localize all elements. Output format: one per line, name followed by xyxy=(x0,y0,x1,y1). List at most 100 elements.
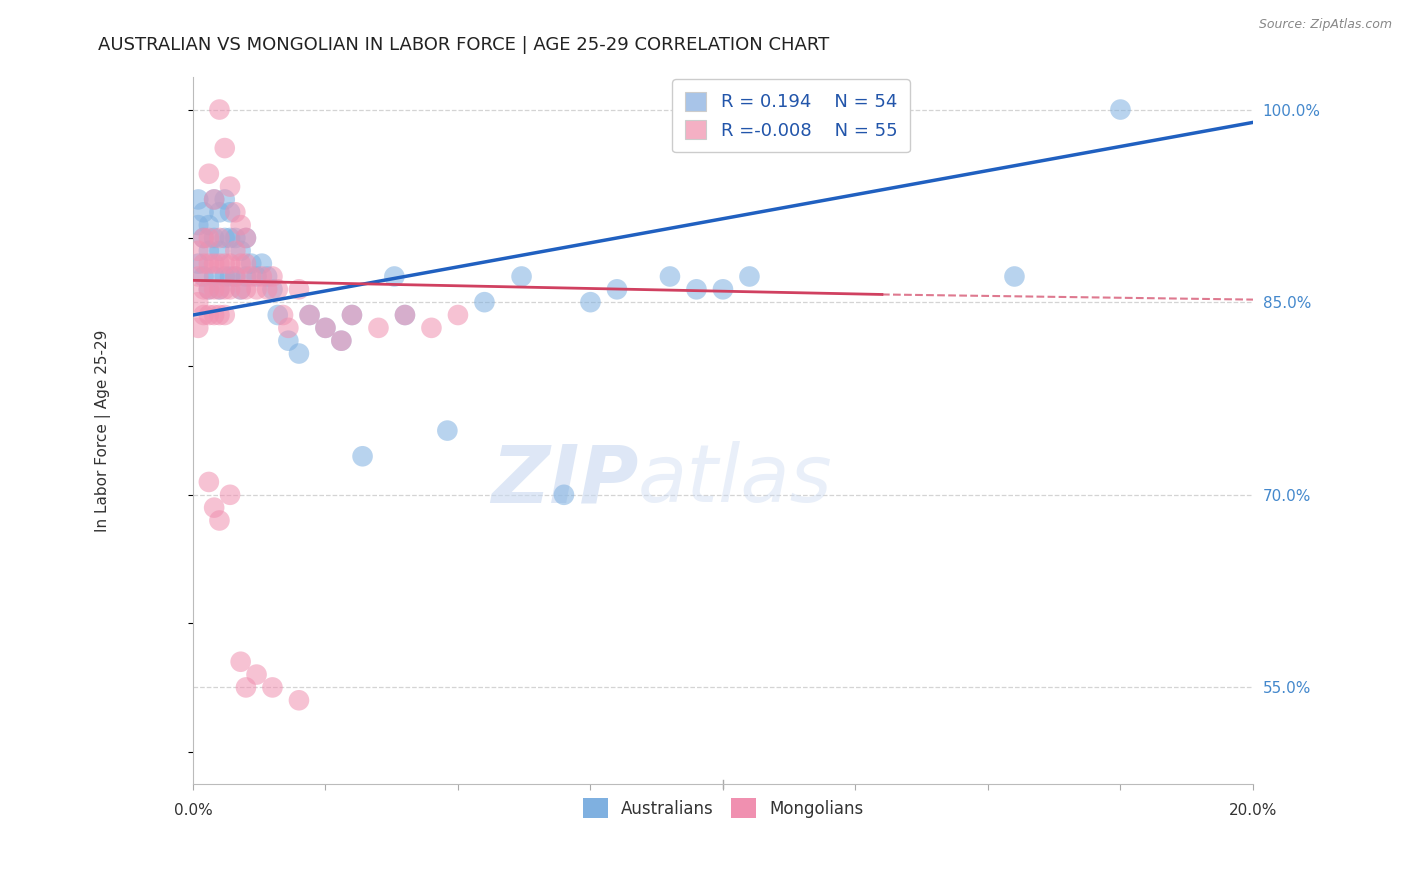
Point xyxy=(250,257,273,271)
Point xyxy=(298,308,321,322)
Point xyxy=(214,282,236,296)
Point xyxy=(330,334,353,348)
Point xyxy=(187,295,209,310)
Point xyxy=(208,257,231,271)
Text: Source: ZipAtlas.com: Source: ZipAtlas.com xyxy=(1258,18,1392,31)
Point xyxy=(198,244,221,258)
Point xyxy=(219,488,242,502)
Point xyxy=(447,308,470,322)
Point xyxy=(219,257,242,271)
Point xyxy=(202,500,225,515)
Point xyxy=(224,231,246,245)
Point xyxy=(256,282,278,296)
Point xyxy=(474,295,496,310)
Point xyxy=(510,269,533,284)
Point xyxy=(250,269,273,284)
Point xyxy=(193,205,215,219)
Point xyxy=(271,308,294,322)
Point xyxy=(436,424,458,438)
Point xyxy=(219,205,242,219)
Point xyxy=(367,321,389,335)
Point xyxy=(245,269,267,284)
Point xyxy=(340,308,363,322)
Point xyxy=(187,218,209,232)
Point xyxy=(314,321,336,335)
Point xyxy=(214,193,236,207)
Point xyxy=(198,282,221,296)
Point xyxy=(208,282,231,296)
Point xyxy=(198,282,221,296)
Point xyxy=(1109,103,1132,117)
Point xyxy=(202,308,225,322)
Point xyxy=(420,321,443,335)
Point xyxy=(659,269,682,284)
Point xyxy=(553,488,575,502)
Point xyxy=(224,205,246,219)
Point xyxy=(187,244,209,258)
Point xyxy=(235,231,257,245)
Point xyxy=(606,282,628,296)
Point xyxy=(219,282,242,296)
Point xyxy=(288,346,311,360)
Point xyxy=(579,295,602,310)
Point xyxy=(738,269,761,284)
Point xyxy=(245,282,267,296)
Point xyxy=(394,308,416,322)
Point xyxy=(202,282,225,296)
Point xyxy=(394,308,416,322)
Point xyxy=(214,308,236,322)
Point xyxy=(219,269,242,284)
Point xyxy=(240,269,263,284)
Point xyxy=(235,282,257,296)
Point xyxy=(208,205,231,219)
Point xyxy=(229,655,252,669)
Point xyxy=(235,231,257,245)
Point xyxy=(288,282,311,296)
Point xyxy=(198,218,221,232)
Point xyxy=(240,257,263,271)
Point xyxy=(193,308,215,322)
Point xyxy=(711,282,734,296)
Point xyxy=(193,231,215,245)
Point xyxy=(229,282,252,296)
Text: ZIP: ZIP xyxy=(491,441,638,519)
Point xyxy=(193,231,215,245)
Point xyxy=(245,667,267,681)
Point xyxy=(219,231,242,245)
Point xyxy=(298,308,321,322)
Point xyxy=(229,244,252,258)
Point xyxy=(229,257,252,271)
Point xyxy=(219,179,242,194)
Point xyxy=(224,269,246,284)
Point xyxy=(202,257,225,271)
Point xyxy=(267,282,290,296)
Point xyxy=(202,193,225,207)
Point xyxy=(193,269,215,284)
Point xyxy=(262,269,284,284)
Point xyxy=(256,269,278,284)
Point xyxy=(187,269,209,284)
Point xyxy=(235,257,257,271)
Text: In Labor Force | Age 25-29: In Labor Force | Age 25-29 xyxy=(94,329,111,532)
Point xyxy=(214,141,236,155)
Point xyxy=(187,257,209,271)
Point xyxy=(214,269,236,284)
Point xyxy=(198,475,221,489)
Point xyxy=(224,269,246,284)
Point xyxy=(208,513,231,527)
Legend: Australians, Mongolians: Australians, Mongolians xyxy=(576,791,870,825)
Point xyxy=(277,334,299,348)
Point xyxy=(208,103,231,117)
Point xyxy=(198,167,221,181)
Point xyxy=(198,257,221,271)
Point xyxy=(340,308,363,322)
Point xyxy=(208,308,231,322)
Point xyxy=(193,282,215,296)
Text: AUSTRALIAN VS MONGOLIAN IN LABOR FORCE | AGE 25-29 CORRELATION CHART: AUSTRALIAN VS MONGOLIAN IN LABOR FORCE |… xyxy=(98,36,830,54)
Point xyxy=(202,193,225,207)
Point xyxy=(288,693,311,707)
Text: 0.0%: 0.0% xyxy=(173,803,212,818)
Point xyxy=(229,282,252,296)
Point xyxy=(330,334,353,348)
Point xyxy=(214,231,236,245)
